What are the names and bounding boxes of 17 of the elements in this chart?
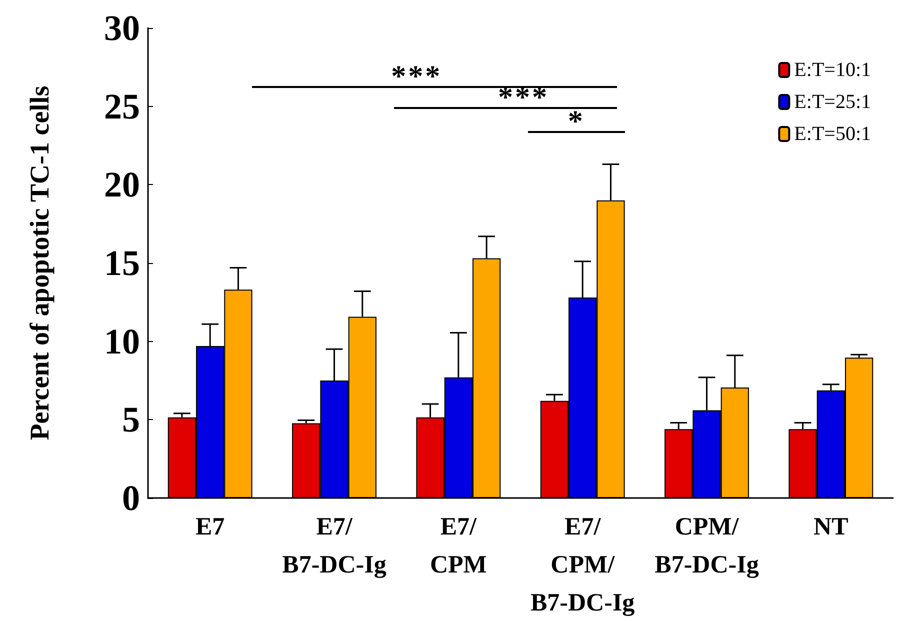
x-tick-label: CPM/ B7-DC-Ig [654, 514, 760, 578]
y-tick-label: 30 [104, 8, 140, 48]
y-tick-label: 15 [104, 243, 140, 283]
y-tick-label: 20 [104, 164, 140, 205]
x-tick-label: NT [814, 514, 849, 540]
y-tick-label: 0 [122, 478, 140, 518]
y-tick-label: 10 [104, 321, 140, 362]
x-tick-label: E7/ B7-DC-Ig [282, 514, 387, 578]
legend-label: E:T=10:1 [794, 59, 871, 81]
legend-label: E:T=25:1 [794, 91, 871, 113]
x-tick-label: E7/ CPM/ B7-DC-Ig [530, 514, 636, 616]
y-tick-label: 5 [122, 400, 140, 440]
legend-label: E:T=50:1 [794, 123, 871, 145]
y-axis-title: Percent of apoptotic TC-1 cells [24, 86, 54, 440]
x-tick-label: E7 [195, 514, 225, 540]
y-tick-label: 25 [104, 86, 140, 126]
x-tick-label: E7/ CPM [430, 514, 487, 578]
